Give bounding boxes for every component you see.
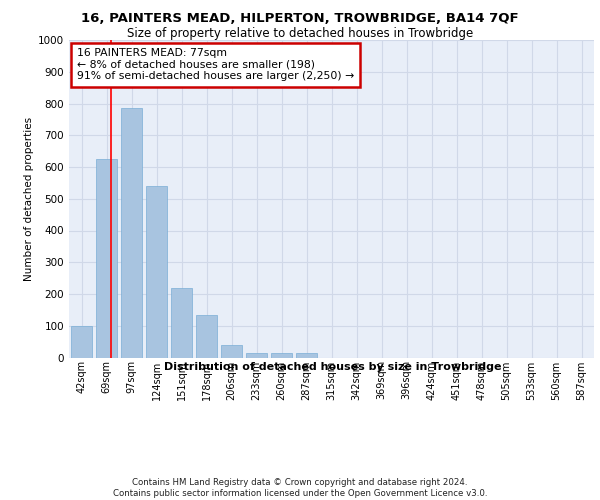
Bar — [71, 326, 92, 358]
Text: 16, PAINTERS MEAD, HILPERTON, TROWBRIDGE, BA14 7QF: 16, PAINTERS MEAD, HILPERTON, TROWBRIDGE… — [81, 12, 519, 26]
Text: Distribution of detached houses by size in Trowbridge: Distribution of detached houses by size … — [164, 362, 502, 372]
Bar — [271, 352, 292, 358]
Bar — [121, 108, 142, 358]
Text: Size of property relative to detached houses in Trowbridge: Size of property relative to detached ho… — [127, 28, 473, 40]
Y-axis label: Number of detached properties: Number of detached properties — [24, 116, 34, 281]
Bar — [196, 314, 217, 358]
Bar — [146, 186, 167, 358]
Text: 16 PAINTERS MEAD: 77sqm
← 8% of detached houses are smaller (198)
91% of semi-de: 16 PAINTERS MEAD: 77sqm ← 8% of detached… — [77, 48, 354, 81]
Bar — [171, 288, 192, 358]
Bar — [221, 345, 242, 358]
Text: Contains HM Land Registry data © Crown copyright and database right 2024.
Contai: Contains HM Land Registry data © Crown c… — [113, 478, 487, 498]
Bar — [296, 352, 317, 358]
Bar — [96, 159, 117, 358]
Bar — [246, 352, 267, 358]
